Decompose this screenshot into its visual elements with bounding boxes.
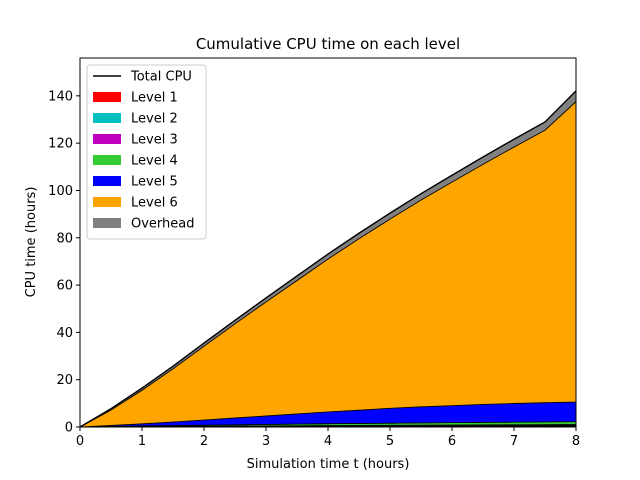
total-line-group bbox=[79, 90, 577, 428]
y-tick-label: 80 bbox=[56, 231, 73, 246]
x-axis-ticks: 0 1 2 3 4 5 6 7 8 bbox=[76, 427, 580, 449]
x-tick-label: 2 bbox=[200, 434, 208, 449]
legend-label-level-5: Level 5 bbox=[131, 175, 178, 190]
y-tick-label: 140 bbox=[48, 89, 73, 104]
legend-swatch-level-5 bbox=[93, 176, 121, 186]
legend-label-level-2: Level 2 bbox=[131, 112, 178, 127]
legend-label-total-cpu: Total CPU bbox=[130, 70, 192, 85]
legend-label-level-1: Level 1 bbox=[131, 91, 178, 106]
y-tick-label: 0 bbox=[65, 421, 73, 436]
y-tick-label: 120 bbox=[48, 137, 73, 152]
legend-swatch-overhead bbox=[93, 218, 121, 228]
y-tick-label: 40 bbox=[56, 326, 73, 341]
y-axis-ticks: 0 20 40 60 80 100 120 140 bbox=[48, 89, 80, 436]
legend-swatch-level-6 bbox=[93, 197, 121, 207]
legend-label-overhead: Overhead bbox=[131, 217, 195, 232]
legend-label-level-6: Level 6 bbox=[131, 196, 178, 211]
chart-title: Cumulative CPU time on each level bbox=[196, 35, 460, 53]
legend-label-level-3: Level 3 bbox=[131, 133, 178, 148]
legend-swatch-level-4 bbox=[93, 155, 121, 165]
legend-label-level-4: Level 4 bbox=[131, 154, 178, 169]
x-tick-label: 0 bbox=[76, 434, 84, 449]
x-tick-label: 7 bbox=[510, 434, 518, 449]
x-axis-title: Simulation time t (hours) bbox=[247, 457, 410, 472]
legend-swatch-level-3 bbox=[93, 134, 121, 144]
total-cpu-line bbox=[79, 90, 577, 428]
legend: Total CPU Level 1 Level 2 Level 3 Level 4 Lev… bbox=[86, 64, 207, 240]
x-tick-label: 3 bbox=[262, 434, 270, 449]
legend-box bbox=[86, 64, 207, 240]
y-axis-title: CPU time (hours) bbox=[24, 187, 39, 298]
y-tick-label: 20 bbox=[56, 373, 73, 388]
legend-swatch-level-2 bbox=[93, 113, 121, 123]
legend-swatch-level-1 bbox=[93, 92, 121, 102]
x-tick-label: 8 bbox=[572, 434, 580, 449]
x-tick-label: 1 bbox=[138, 434, 146, 449]
y-tick-label: 100 bbox=[48, 184, 73, 199]
y-tick-label: 60 bbox=[56, 279, 73, 294]
x-tick-label: 4 bbox=[324, 434, 332, 449]
x-tick-label: 6 bbox=[448, 434, 456, 449]
x-tick-label: 5 bbox=[386, 434, 394, 449]
